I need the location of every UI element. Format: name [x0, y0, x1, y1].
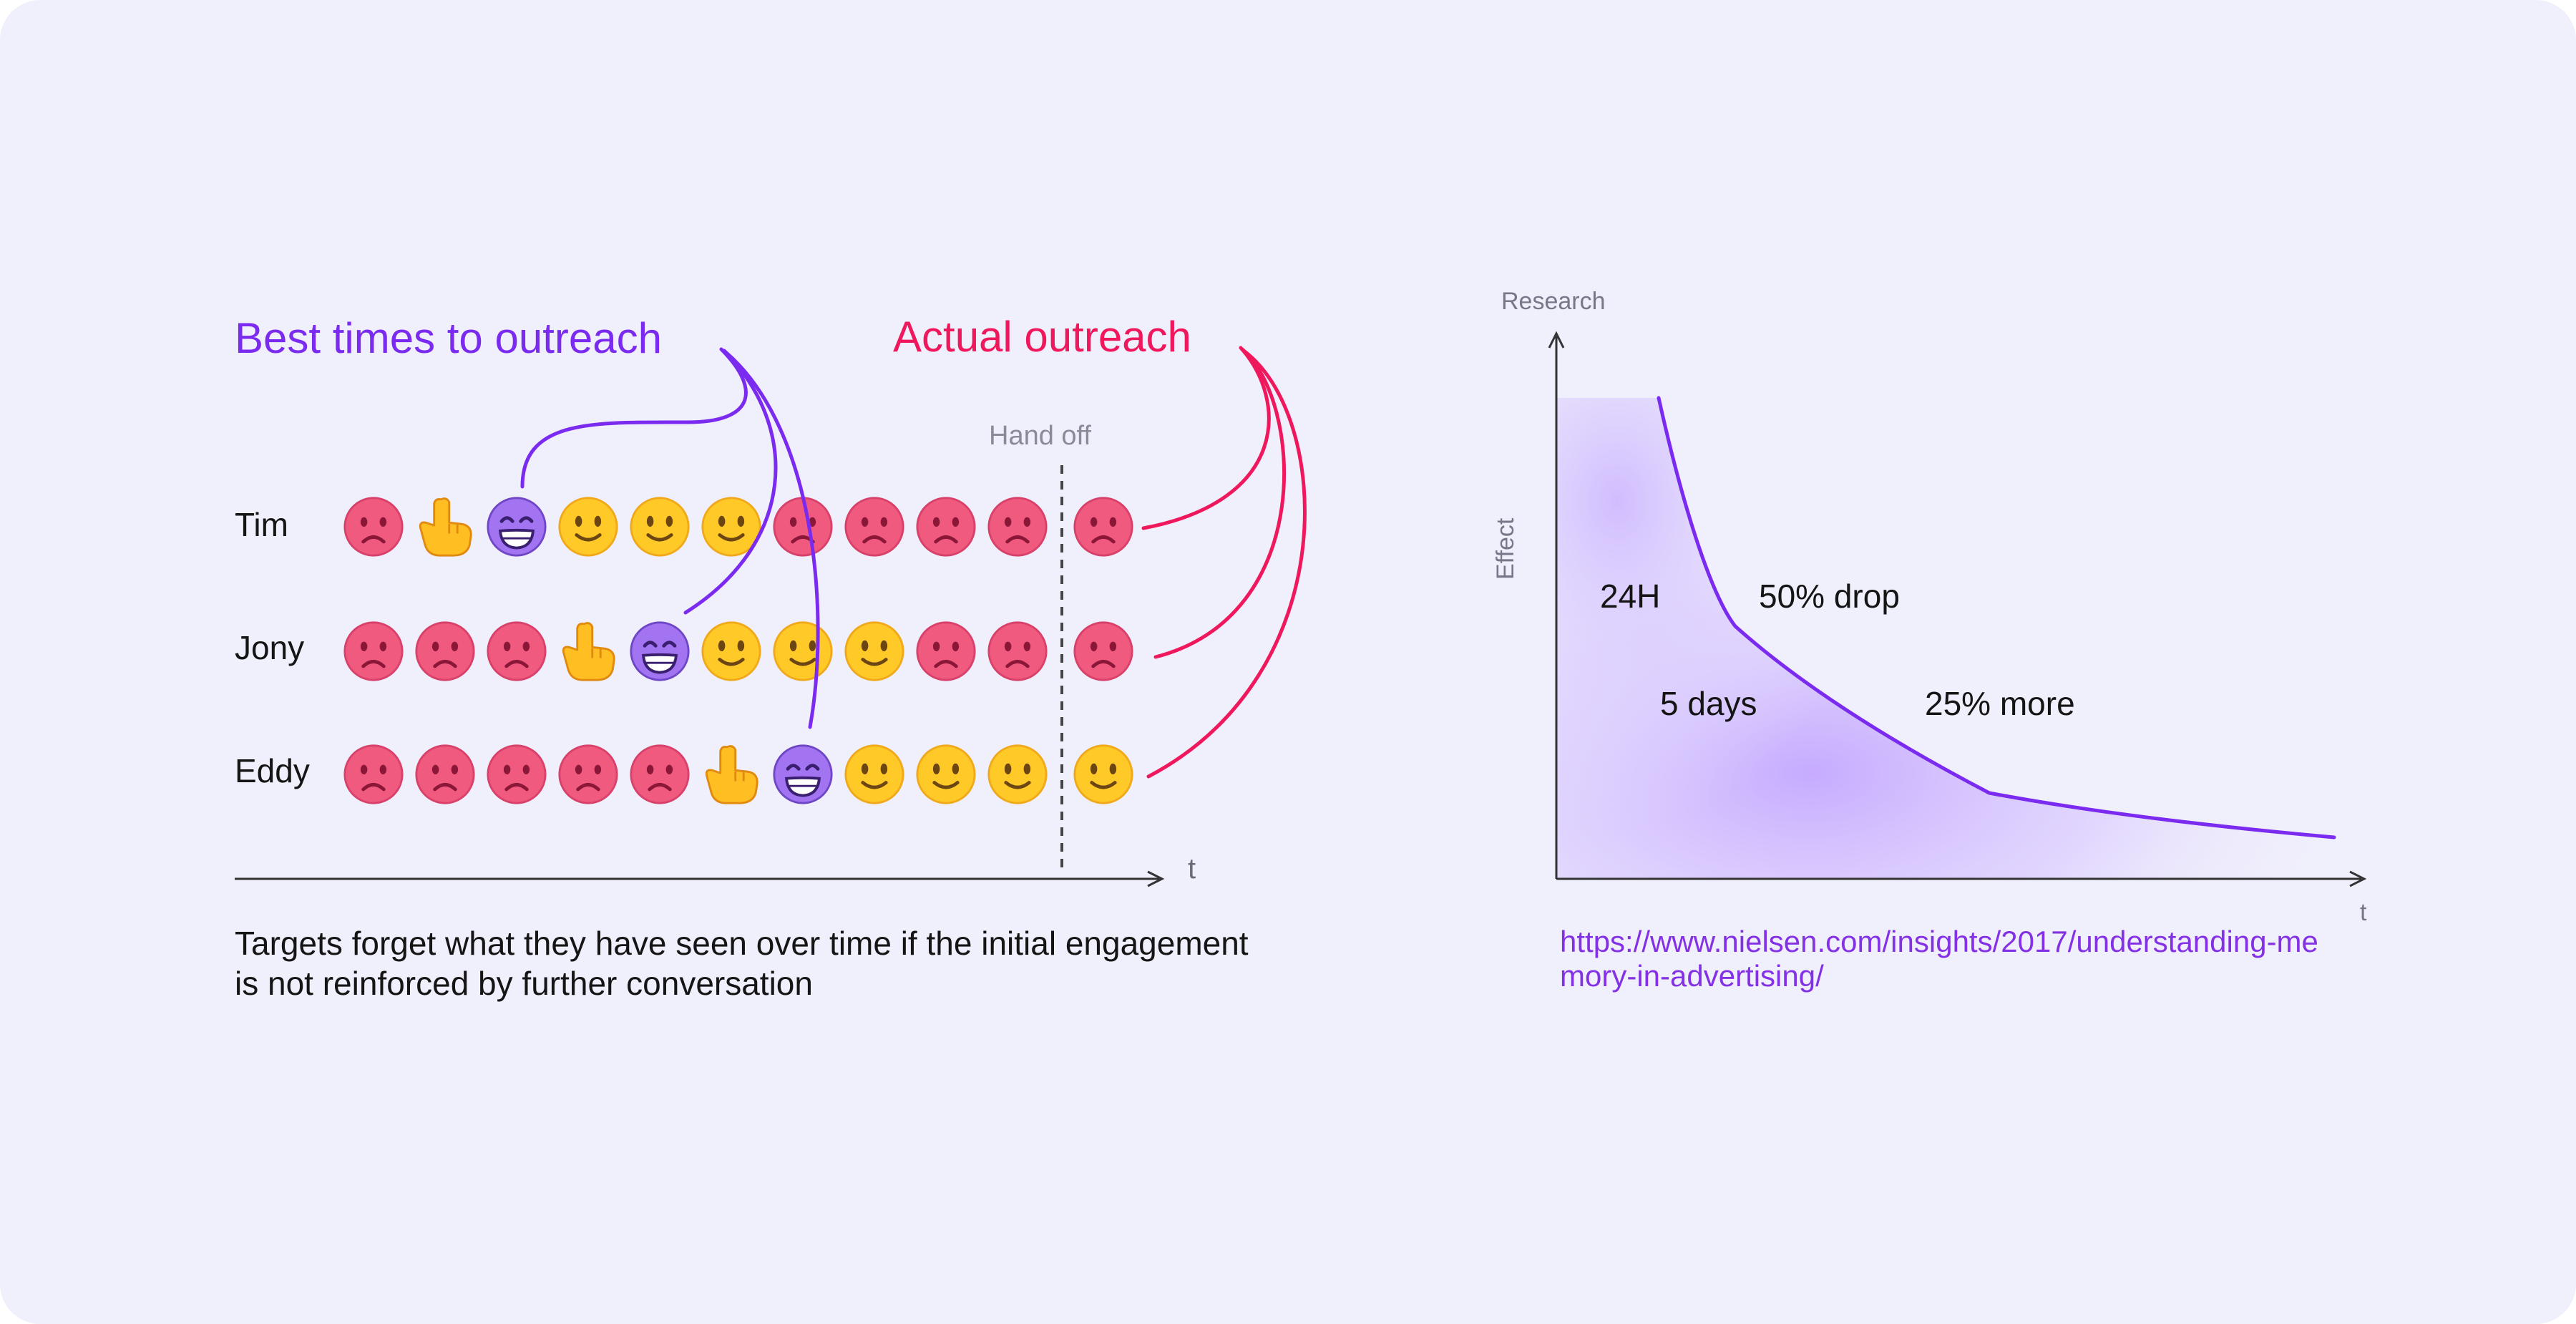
hand-emoji-icon [705, 745, 758, 804]
sad-emoji-icon [989, 498, 1046, 555]
sad-emoji-icon [488, 746, 545, 803]
annotation-50-drop: 50% drop [1759, 578, 1900, 615]
connector-jony [683, 349, 778, 615]
time-axis-arrow [1147, 870, 1165, 887]
smile-emoji-icon [631, 498, 688, 555]
smile-emoji-icon [989, 746, 1046, 803]
memory-chart [1548, 331, 2367, 887]
sad-emoji-icon [345, 746, 402, 803]
x-axis-arrow [2349, 870, 2367, 887]
grin-emoji-icon [488, 498, 545, 555]
source-link-line1: https://www.nielsen.com/insights/2017/un… [1560, 925, 2318, 958]
sad-emoji-icon [989, 623, 1046, 680]
smile-emoji-icon [774, 623, 831, 680]
time-axis-label: t [1188, 853, 1196, 885]
connector-tim-red [1141, 346, 1271, 530]
y-axis-label: Effect [1492, 517, 1519, 580]
actual-outreach-label: Actual outreach [893, 313, 1191, 361]
source-link-line2: mory-in-advertising/ [1560, 959, 1824, 993]
connector-eddy-red [1146, 349, 1307, 779]
caption: Targets forget what they have seen over … [235, 925, 1249, 1002]
annotation-24h: 24H [1600, 578, 1661, 615]
smile-emoji-icon [846, 746, 903, 803]
sad-emoji-icon [774, 498, 831, 555]
handoff-label: Hand off [989, 421, 1091, 451]
smile-emoji-icon [846, 623, 903, 680]
row-name-eddy: Eddy [235, 752, 310, 789]
best-times-connectors [520, 347, 820, 729]
connector-eddy [723, 350, 820, 729]
connector-jony-red [1153, 347, 1287, 659]
sad-emoji-icon [345, 623, 402, 680]
y-axis-top-label: Research [1501, 288, 1606, 315]
x-axis-label: t [2360, 899, 2367, 926]
smile-emoji-icon [1075, 746, 1132, 803]
sad-emoji-icon [416, 746, 474, 803]
best-times-label: Best times to outreach [235, 314, 662, 362]
sad-emoji-icon [416, 623, 474, 680]
emoji-row-jony [345, 623, 1132, 680]
emoji-row-eddy [345, 746, 1132, 803]
sad-emoji-icon [488, 623, 545, 680]
source-link[interactable]: https://www.nielsen.com/insights/2017/un… [1560, 925, 2361, 993]
emoji-rows [345, 498, 1132, 803]
hand-emoji-icon [562, 622, 615, 681]
annotation-25-more: 25% more [1925, 685, 2075, 722]
sad-emoji-icon [560, 746, 617, 803]
annotation-5-days: 5 days [1660, 685, 1757, 722]
actual-outreach-connectors [1141, 346, 1307, 779]
sad-emoji-icon [846, 498, 903, 555]
smile-emoji-icon [917, 746, 975, 803]
sad-emoji-icon [631, 746, 688, 803]
decay-curve [1657, 396, 2336, 839]
sad-emoji-icon [345, 498, 402, 555]
sad-emoji-icon [1075, 498, 1132, 555]
row-name-jony: Jony [235, 629, 305, 666]
sad-emoji-icon [917, 623, 975, 680]
grin-emoji-icon [631, 623, 688, 680]
connector-tim [520, 347, 748, 489]
row-name-tim: Tim [235, 506, 288, 543]
sad-emoji-icon [917, 498, 975, 555]
emoji-row-tim [345, 498, 1132, 555]
smile-emoji-icon [560, 498, 617, 555]
hand-emoji-icon [419, 497, 472, 557]
y-axis-arrow [1548, 331, 1565, 349]
sad-emoji-icon [1075, 623, 1132, 680]
grin-emoji-icon [774, 746, 831, 803]
smile-emoji-icon [703, 623, 760, 680]
